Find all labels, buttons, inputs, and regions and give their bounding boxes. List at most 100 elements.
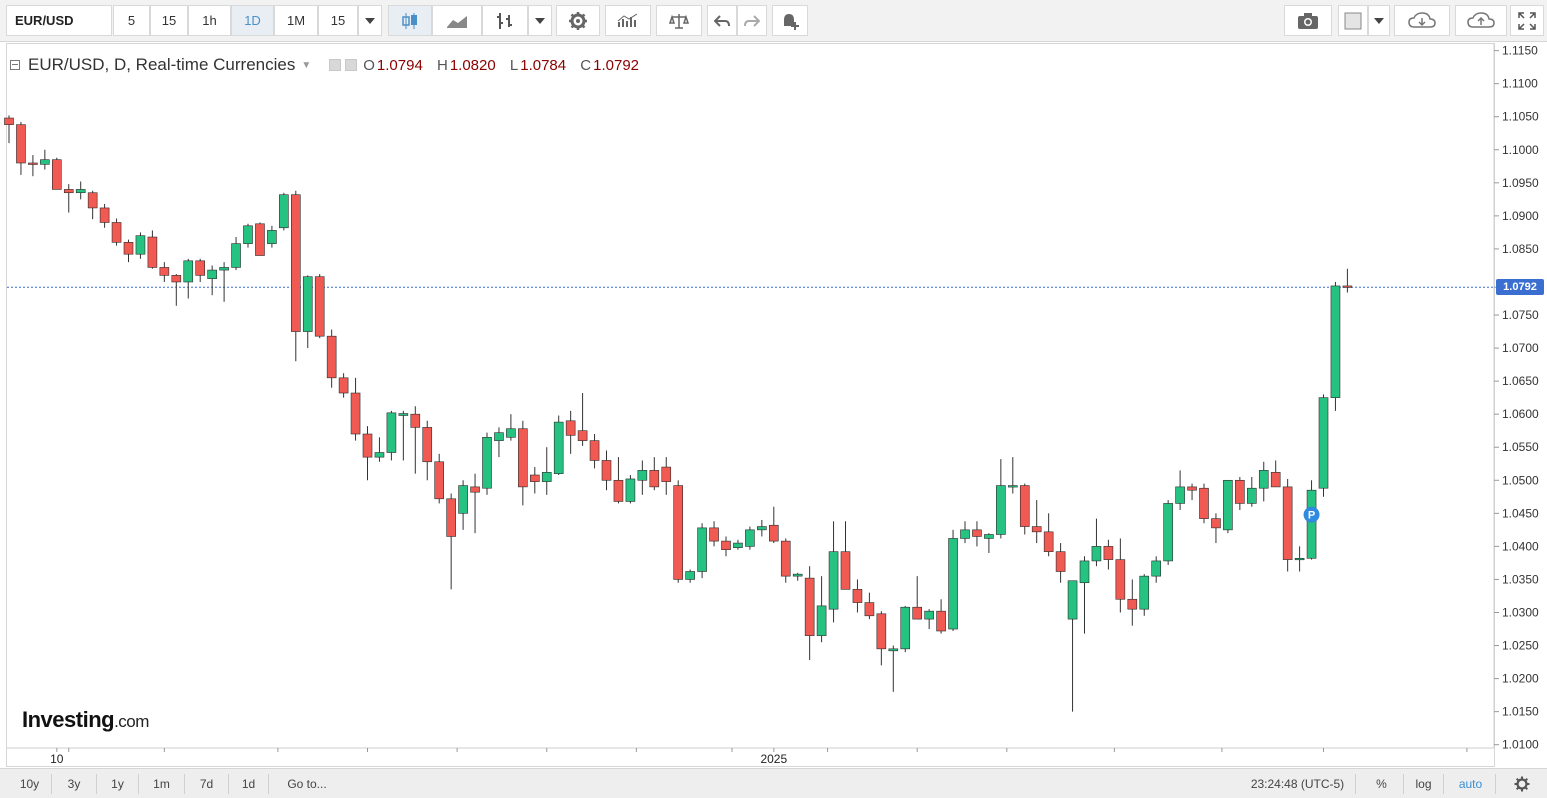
candle-body bbox=[494, 432, 504, 441]
fullscreen-icon[interactable] bbox=[1510, 5, 1544, 36]
legend-collapse-icon[interactable] bbox=[10, 60, 20, 70]
candle bbox=[446, 493, 456, 590]
candle bbox=[529, 467, 540, 494]
candle bbox=[1043, 513, 1054, 557]
candle-body bbox=[410, 413, 421, 428]
candle-body bbox=[1223, 479, 1233, 531]
investing-logo: Investing.com bbox=[22, 707, 149, 733]
range-1d-button[interactable]: 1d bbox=[229, 774, 269, 794]
candle-body bbox=[613, 479, 624, 502]
candles-icon[interactable] bbox=[388, 5, 432, 36]
candlestick-chart[interactable]: 1.0100 1.0150 1.0200 1.0250 1.0300 1.0350 1.04… bbox=[0, 0, 1547, 768]
candle bbox=[279, 192, 289, 231]
legend-chevron-down-icon[interactable]: ▼ bbox=[301, 59, 312, 71]
color-chevron-down-icon[interactable] bbox=[1368, 5, 1390, 36]
range-7d-button[interactable]: 7d bbox=[185, 774, 229, 794]
range-3y-button[interactable]: 3y bbox=[52, 774, 97, 794]
cloud-upload-icon[interactable] bbox=[1455, 5, 1507, 36]
candle-body bbox=[1318, 397, 1329, 489]
color-box-icon[interactable] bbox=[1338, 5, 1368, 36]
price-tick-label: 1.0550 bbox=[1502, 440, 1539, 454]
candle bbox=[16, 122, 26, 175]
interval-chevron-down-icon[interactable] bbox=[358, 5, 382, 36]
price-tick-label: 1.0400 bbox=[1502, 539, 1539, 553]
camera-icon[interactable] bbox=[1284, 5, 1332, 36]
candle-body bbox=[1007, 485, 1018, 488]
interval-1m-button[interactable]: 1M bbox=[274, 5, 318, 36]
candle bbox=[1067, 580, 1078, 712]
redo-icon[interactable] bbox=[737, 5, 767, 36]
bars-icon[interactable] bbox=[482, 5, 528, 36]
range-1m-button[interactable]: 1m bbox=[139, 774, 185, 794]
candle bbox=[625, 474, 636, 504]
candles-layer bbox=[4, 115, 1353, 712]
interval-15-dropdown-value[interactable]: 15 bbox=[318, 5, 358, 36]
candle-body bbox=[529, 474, 540, 482]
candle-body bbox=[996, 485, 1006, 535]
symbol-search-input[interactable]: EUR/USD bbox=[6, 5, 112, 36]
candle-body bbox=[1330, 285, 1341, 398]
candle-body bbox=[1199, 487, 1209, 519]
candle bbox=[1282, 478, 1293, 572]
goto-button[interactable]: Go to... bbox=[287, 777, 327, 791]
candle bbox=[123, 239, 134, 263]
interval-1h-button[interactable]: 1h bbox=[188, 5, 231, 36]
candle bbox=[1330, 281, 1341, 411]
legend-settings-icon[interactable] bbox=[345, 59, 358, 71]
price-tick-label: 1.0300 bbox=[1502, 605, 1539, 619]
interval-15-button[interactable]: 15 bbox=[150, 5, 188, 36]
candle bbox=[422, 420, 433, 481]
candle bbox=[398, 410, 409, 461]
candle-body bbox=[649, 470, 660, 488]
chart-type-chevron-down-icon[interactable] bbox=[528, 5, 552, 36]
candle bbox=[649, 457, 660, 491]
candle bbox=[1223, 479, 1233, 534]
candle-body bbox=[721, 540, 731, 550]
candle bbox=[733, 539, 743, 550]
interval-1d-button[interactable]: 1D bbox=[231, 5, 274, 36]
gear-icon[interactable] bbox=[556, 5, 600, 36]
indicators-icon[interactable] bbox=[605, 5, 651, 36]
settings-gear-icon[interactable] bbox=[1508, 774, 1536, 794]
percent-toggle[interactable]: % bbox=[1360, 774, 1404, 794]
candle-body bbox=[936, 610, 946, 632]
candle bbox=[434, 453, 445, 504]
candle-body bbox=[757, 526, 767, 531]
undo-icon[interactable] bbox=[707, 5, 737, 36]
range-1y-button[interactable]: 1y bbox=[97, 774, 139, 794]
candle bbox=[721, 536, 731, 557]
candle bbox=[207, 265, 217, 296]
candle-body bbox=[637, 470, 648, 481]
candle bbox=[87, 190, 98, 220]
alert-bell-icon[interactable] bbox=[772, 5, 808, 36]
interval-label: 5 bbox=[127, 13, 136, 28]
interval-5-button[interactable]: 5 bbox=[113, 5, 150, 36]
candle-body bbox=[255, 223, 265, 256]
candle bbox=[75, 181, 86, 200]
range-10y-button[interactable]: 10y bbox=[8, 774, 52, 794]
interval-label: 15 bbox=[161, 13, 177, 28]
candle-body bbox=[1175, 486, 1185, 504]
clock-display: 23:24:48 (UTC-5) bbox=[1240, 774, 1356, 794]
candle-body bbox=[685, 571, 695, 580]
auto-scale-toggle[interactable]: auto bbox=[1446, 774, 1496, 794]
price-tick-label: 1.0150 bbox=[1502, 705, 1539, 719]
candle-body bbox=[1187, 486, 1197, 491]
cloud-download-icon[interactable] bbox=[1394, 5, 1450, 36]
candle bbox=[780, 538, 791, 583]
candle-body bbox=[243, 225, 253, 244]
area-chart-icon[interactable] bbox=[432, 5, 482, 36]
candle-body bbox=[1294, 557, 1305, 561]
candle bbox=[1294, 546, 1305, 572]
legend-eye-icon[interactable] bbox=[329, 59, 342, 71]
candle-body bbox=[1043, 531, 1054, 552]
log-toggle[interactable]: log bbox=[1404, 774, 1444, 794]
candle-body bbox=[1342, 285, 1353, 288]
candle-body bbox=[733, 542, 743, 549]
compare-scale-icon[interactable] bbox=[656, 5, 702, 36]
candle-body bbox=[852, 589, 863, 603]
candle-body bbox=[828, 551, 839, 610]
candle bbox=[470, 473, 480, 534]
candle-body bbox=[888, 648, 899, 652]
candle bbox=[697, 523, 707, 579]
